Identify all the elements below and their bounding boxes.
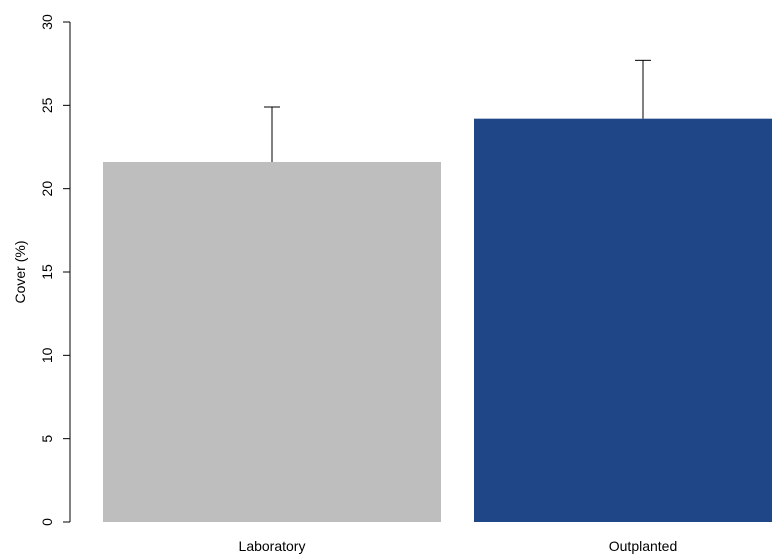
y-tick-label: 20 (39, 181, 55, 197)
y-axis-title: Cover (%) (12, 240, 28, 303)
x-label-outplanted: Outplanted (609, 538, 678, 554)
y-ticks: 0 5 10 15 20 25 30 (39, 14, 70, 526)
y-tick-label: 10 (39, 347, 55, 363)
y-tick-label: 15 (39, 264, 55, 280)
y-axis: 0 5 10 15 20 25 30 (39, 14, 71, 526)
y-tick-label: 30 (39, 14, 55, 30)
y-tick-label: 25 (39, 97, 55, 113)
x-label-laboratory: Laboratory (239, 538, 306, 554)
error-bars (264, 59, 651, 162)
bar-laboratory (103, 162, 441, 522)
y-tick-label: 5 (39, 435, 55, 443)
y-tick-label: 0 (39, 518, 55, 526)
bar-outplanted (474, 118, 772, 523)
bars (103, 118, 772, 523)
x-category-labels: Laboratory Outplanted (239, 538, 678, 554)
